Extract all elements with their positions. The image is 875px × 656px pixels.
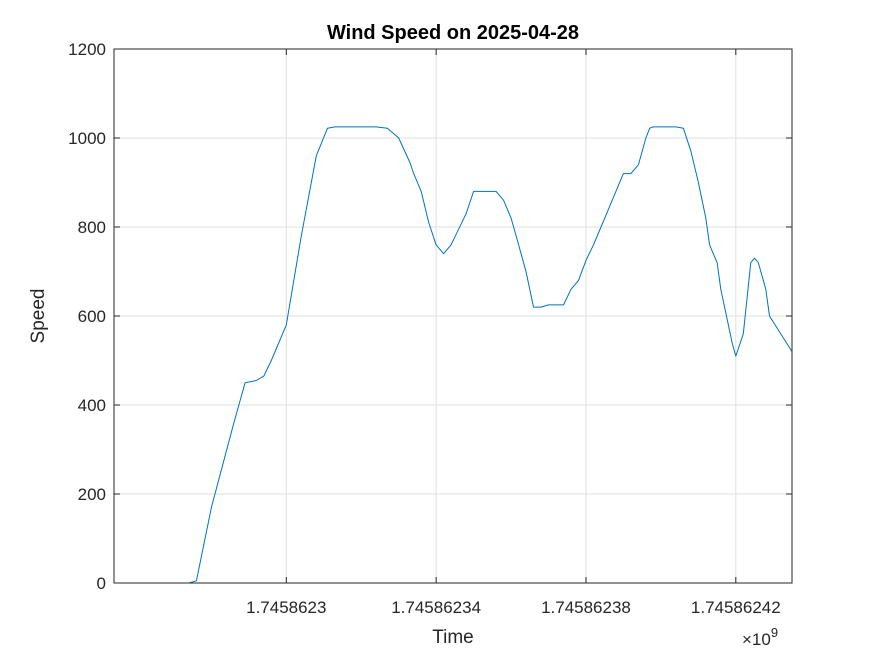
x-tick-label: 1.7458623 xyxy=(246,598,326,617)
tick-labels: 1.7458623 1.74586234 1.74586238 1.74586242 0… xyxy=(68,40,781,617)
series-line xyxy=(114,126,793,584)
y-axis-label: Speed xyxy=(28,289,49,344)
series-layer xyxy=(114,126,793,584)
y-tick-label: 200 xyxy=(78,485,106,504)
x-exponent-power: 9 xyxy=(771,625,778,640)
y-tick-label: 600 xyxy=(78,307,106,326)
y-tick-label: 1200 xyxy=(68,40,106,59)
x-tick-label: 1.74586238 xyxy=(541,598,631,617)
x-exponent-label: ×109 xyxy=(742,625,778,649)
x-tick-label: 1.74586234 xyxy=(391,598,481,617)
tick-marks xyxy=(114,48,792,584)
x-axis-label: Time xyxy=(432,627,474,648)
y-tick-label: 0 xyxy=(97,574,106,593)
y-tick-label: 800 xyxy=(78,218,106,237)
y-tick-label: 1000 xyxy=(68,129,106,148)
chart-title: Wind Speed on 2025-04-28 xyxy=(327,22,579,44)
y-tick-label: 400 xyxy=(78,396,106,415)
x-exponent-base: ×10 xyxy=(742,630,771,649)
x-tick-label: 1.74586242 xyxy=(691,598,781,617)
